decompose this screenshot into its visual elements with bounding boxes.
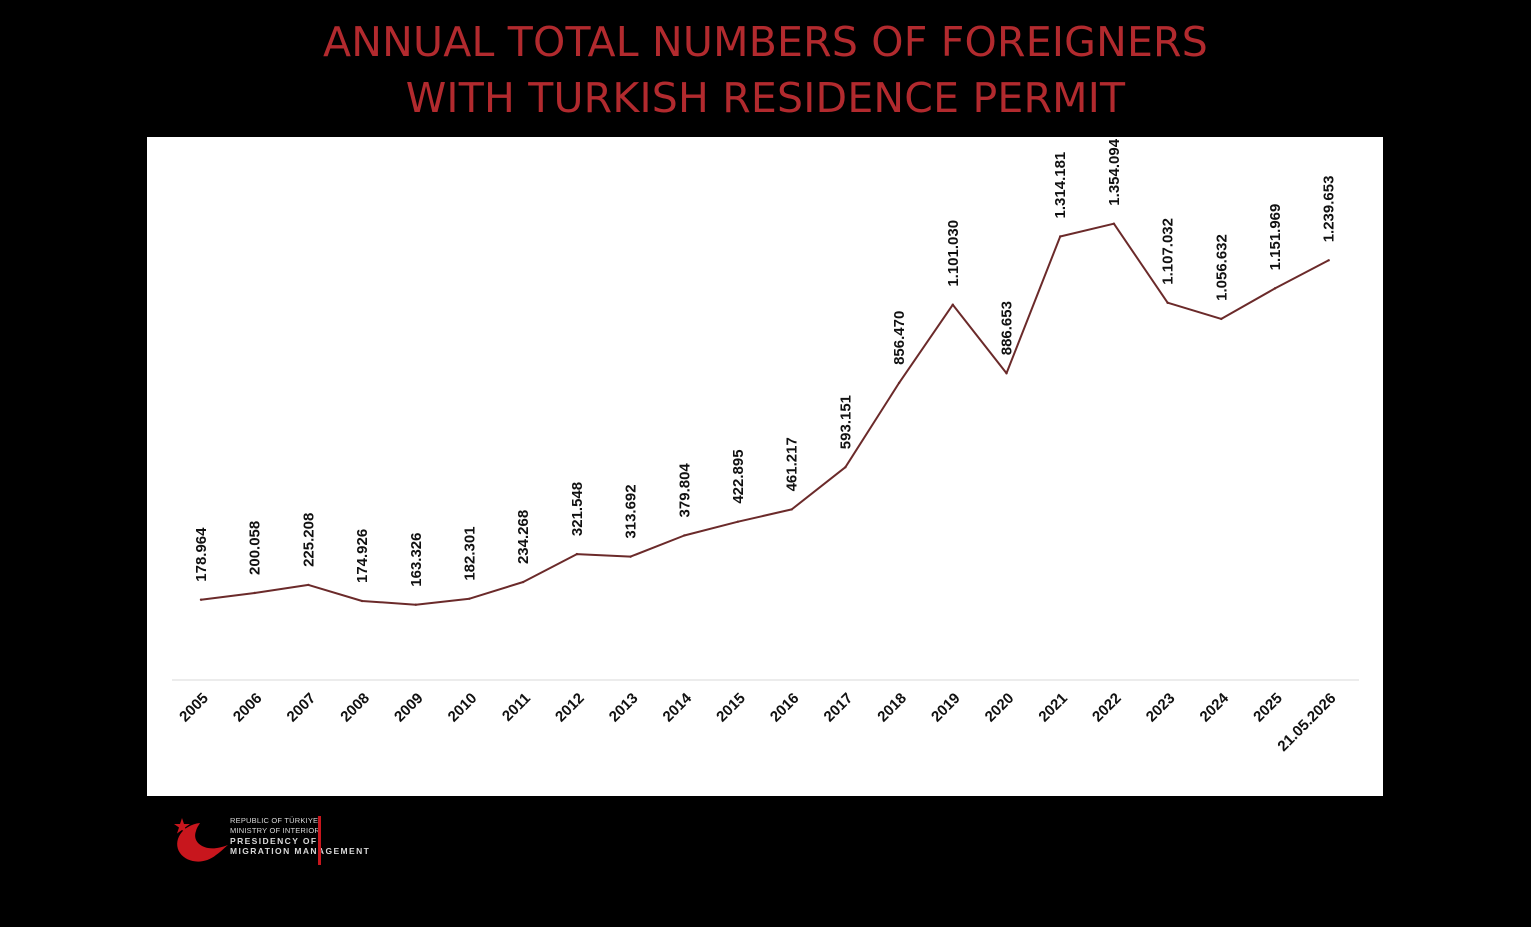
data-label: 1.314.181 xyxy=(1052,152,1069,219)
data-point xyxy=(468,597,471,600)
data-point xyxy=(522,580,525,584)
data-point xyxy=(1273,287,1277,290)
logo-line-4: MIGRATION MANAGEMENT xyxy=(230,846,371,856)
data-label: 1.056.632 xyxy=(1213,234,1230,301)
data-label: 593.151 xyxy=(837,395,854,449)
x-tick-label: 2012 xyxy=(552,690,588,726)
data-label: 379.804 xyxy=(676,463,693,518)
chart-panel: 178.964 2005 200.058 2006 225.208 2007 174.926… xyxy=(147,137,1383,796)
logo-line-1: REPUBLIC OF TÜRKIYE xyxy=(230,816,319,825)
x-tick-label: 2006 xyxy=(230,690,266,726)
data-label: 856.470 xyxy=(891,311,908,365)
data-label: 321.548 xyxy=(569,482,586,536)
x-tick-label: 2013 xyxy=(606,690,642,726)
data-label: 174.926 xyxy=(354,529,371,583)
data-point xyxy=(253,591,256,595)
star-shape xyxy=(174,818,190,834)
data-point xyxy=(1005,372,1008,375)
x-tick-label: 2022 xyxy=(1089,690,1125,726)
data-point xyxy=(790,508,793,511)
data-label: 178.964 xyxy=(193,527,210,582)
x-tick-label: 2018 xyxy=(874,690,910,726)
x-tick-label: 2023 xyxy=(1143,690,1179,726)
data-point xyxy=(360,599,364,603)
data-label: 461.217 xyxy=(784,437,801,491)
crescent-star-bird-icon xyxy=(174,818,228,862)
data-label: 182.301 xyxy=(462,526,479,580)
x-tick-label: 2007 xyxy=(284,690,320,726)
data-label: 225.208 xyxy=(300,513,317,567)
data-point xyxy=(1220,317,1223,321)
data-label: 313.692 xyxy=(623,484,640,538)
series-line xyxy=(200,222,1330,606)
chart-title: ANNUAL TOTAL NUMBERS OF FOREIGNERS WITH … xyxy=(0,14,1531,126)
logo-divider xyxy=(318,816,321,865)
x-tick-label: 2009 xyxy=(391,690,427,726)
data-point xyxy=(1059,235,1062,238)
data-point xyxy=(1166,301,1169,304)
data-point xyxy=(414,603,417,606)
x-tick-label: 2025 xyxy=(1250,690,1286,726)
data-point xyxy=(307,583,310,587)
x-tick-label: 2019 xyxy=(928,690,964,726)
x-tick-label: 2024 xyxy=(1197,689,1233,725)
data-point xyxy=(897,381,901,385)
data-label: 422.895 xyxy=(730,449,747,503)
data-label: 200.058 xyxy=(247,521,264,575)
logo-line-3: PRESIDENCY OF xyxy=(230,836,318,846)
x-tick-label: 2005 xyxy=(176,690,212,726)
x-tick-label: 2015 xyxy=(713,690,749,726)
data-point xyxy=(844,465,847,469)
data-label: 163.326 xyxy=(408,533,425,587)
x-tick-label: 2010 xyxy=(445,690,481,726)
x-tick-label: 2016 xyxy=(767,690,803,726)
x-tick-label: 2008 xyxy=(337,690,373,726)
data-label: 234.268 xyxy=(515,510,532,564)
data-point xyxy=(1112,222,1116,225)
x-tick-label: 2021 xyxy=(1035,690,1071,726)
chart-title-line-2: WITH TURKISH RESIDENCE PERMIT xyxy=(405,74,1126,122)
logo-line-2: MINISTRY OF INTERIOR xyxy=(230,826,320,835)
line-chart: 178.964 2005 200.058 2006 225.208 2007 174.926… xyxy=(172,138,1359,755)
data-point xyxy=(951,303,954,306)
data-label: 1.101.030 xyxy=(945,220,962,287)
data-point xyxy=(683,534,686,537)
data-point xyxy=(199,598,203,601)
x-tick-label: 2020 xyxy=(982,690,1018,726)
data-label: 1.354.094 xyxy=(1106,138,1123,205)
data-label: 1.239.653 xyxy=(1321,176,1338,243)
x-tick-label: 2017 xyxy=(821,690,857,726)
crescent-shape xyxy=(177,823,228,862)
data-label: 886.653 xyxy=(999,301,1016,355)
x-tick-label: 2011 xyxy=(499,690,534,725)
data-label: 1.107.032 xyxy=(1160,218,1177,285)
data-point xyxy=(629,555,632,558)
logo-text: REPUBLIC OF TÜRKIYE MINISTRY OF INTERIOR… xyxy=(230,816,370,856)
data-point xyxy=(575,552,579,556)
data-point xyxy=(1327,259,1330,262)
chart-title-line-1: ANNUAL TOTAL NUMBERS OF FOREIGNERS xyxy=(323,18,1208,66)
x-tick-label: 2014 xyxy=(660,689,696,725)
data-label: 1.151.969 xyxy=(1267,204,1284,271)
data-point xyxy=(736,520,740,523)
x-tick-label: 21.05.2026 xyxy=(1274,690,1339,755)
